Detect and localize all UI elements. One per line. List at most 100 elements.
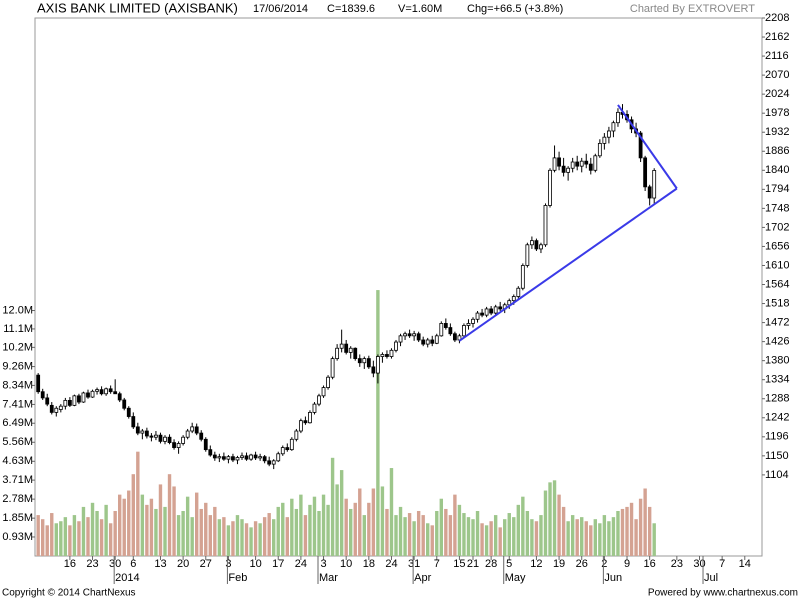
candle-body (584, 160, 589, 165)
candle-body (253, 454, 258, 459)
volume-bar (59, 521, 63, 556)
volume-bar (435, 510, 439, 556)
volume-bar (231, 521, 235, 556)
candle-body (362, 358, 367, 364)
volume-bar (308, 504, 312, 556)
month-label: Jun (604, 572, 622, 584)
volume-bar (512, 517, 516, 556)
volume-bar (226, 525, 231, 556)
candle-body (49, 404, 54, 413)
candle-body (167, 436, 172, 444)
y-tick-label: 1196 (765, 431, 789, 443)
candle-body (126, 407, 131, 417)
candle-body (525, 244, 530, 266)
volume-bar (185, 496, 190, 556)
candle-body (344, 343, 349, 353)
x-tick-label: 27 (200, 558, 212, 570)
volume-bar (222, 517, 226, 556)
volume-bar (118, 494, 122, 556)
candle-body (54, 407, 59, 413)
candle-body (330, 358, 335, 378)
volume-bar (199, 508, 203, 556)
candle-body (557, 157, 561, 167)
candle-body (181, 436, 186, 444)
x-tick-label: 19 (553, 558, 565, 570)
volume-bar (480, 523, 484, 556)
header-date: 17/06/2014 (253, 3, 308, 15)
y-tick-label: 1886 (765, 145, 789, 157)
header-volume: V=1.60M (398, 3, 442, 15)
volume-bar (403, 517, 407, 556)
month-label: 2014 (115, 572, 139, 584)
volume-bar (629, 502, 634, 556)
volume-bar (398, 506, 403, 556)
volume-bar (589, 525, 593, 556)
volume-bar (181, 510, 185, 556)
volume-bar (539, 515, 543, 556)
candle-body (430, 339, 435, 344)
volume-bar (462, 513, 466, 556)
volume-bar (647, 506, 652, 556)
candle-body (647, 186, 652, 199)
candle-body (271, 460, 276, 465)
volume-bar (466, 517, 471, 556)
candle-body (529, 240, 534, 246)
candle-body (95, 389, 99, 392)
candle-body (407, 333, 412, 337)
x-tick-label: 16 (644, 558, 656, 570)
volume-bar (95, 510, 99, 556)
candle-body (72, 395, 77, 406)
x-tick-label: 14 (739, 558, 751, 570)
volume-bar (154, 508, 158, 556)
candle-body (240, 455, 244, 458)
candle-body (190, 426, 195, 432)
candle-body (217, 456, 222, 459)
month-label: May (505, 572, 526, 584)
volume-tick-label: 8.34M (2, 379, 33, 391)
volume-bar (285, 517, 289, 556)
volume-tick-label: 0.93M (2, 531, 33, 543)
candle-body (366, 358, 371, 368)
candle-body (203, 438, 208, 451)
volume-bar (145, 504, 149, 556)
volume-bar (566, 521, 570, 556)
candle-body (588, 163, 593, 171)
volume-bar (625, 506, 629, 556)
candle-body (226, 456, 231, 460)
y-tick-label: 1932 (765, 126, 789, 138)
volume-bar (317, 510, 321, 556)
volume-bar (294, 508, 299, 556)
candle-body (421, 339, 426, 345)
volume-bar (77, 521, 81, 556)
x-tick-label: 18 (363, 558, 375, 570)
candle-body (298, 420, 303, 432)
candle-body (471, 318, 475, 324)
candle-body (244, 455, 249, 460)
x-tick-label: 31 (408, 558, 420, 570)
volume-bar (516, 504, 521, 556)
candle-body (561, 165, 566, 173)
candle-body (616, 111, 620, 124)
candle-body (380, 354, 385, 357)
candle-body (158, 434, 163, 442)
volume-bar (620, 508, 625, 556)
volume-tick-label: 10.2M (2, 341, 33, 353)
volume-bar (172, 486, 176, 556)
volume-bar (50, 513, 54, 556)
volume-bar (303, 515, 308, 556)
y-tick-label: 1472 (765, 316, 789, 328)
plot-frame (34, 17, 763, 557)
candle-body (548, 169, 552, 206)
volume-bar (498, 527, 502, 556)
candle-body (434, 335, 439, 344)
candle-body (231, 456, 235, 461)
volume-bar (240, 519, 244, 556)
y-tick-label: 1610 (765, 259, 789, 271)
volume-tick-label: 1.85M (2, 512, 33, 524)
volume-bar (90, 502, 95, 556)
candle-body (335, 347, 340, 359)
y-tick-label: 2162 (765, 31, 789, 43)
x-tick-label: 3 (320, 558, 326, 570)
candle-body (611, 122, 616, 132)
